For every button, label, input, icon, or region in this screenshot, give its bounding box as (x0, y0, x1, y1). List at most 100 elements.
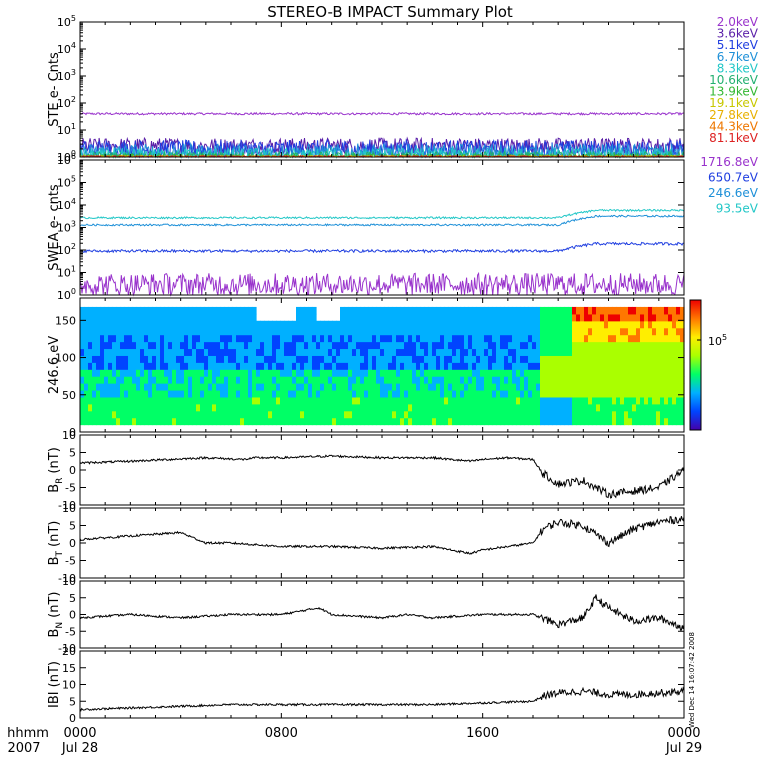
heatmap-cell (124, 306, 129, 315)
heatmap-cell (232, 417, 237, 426)
heatmap-cell (312, 369, 317, 377)
heatmap-cell (628, 334, 633, 343)
heatmap-cell (332, 396, 337, 405)
heatmap-cell (612, 403, 617, 412)
heatmap-cell (452, 403, 457, 412)
heatmap-cell (460, 313, 465, 322)
heatmap-cell (84, 320, 89, 329)
heatmap-cell (120, 320, 125, 329)
heatmap-cell (548, 396, 553, 405)
heatmap-cell (672, 362, 677, 370)
heatmap-cell (368, 362, 373, 370)
heatmap-cell (264, 334, 269, 343)
heatmap-cell (420, 417, 425, 426)
heatmap-cell (628, 313, 633, 322)
heatmap-cell (232, 341, 237, 350)
heatmap-cell (212, 389, 217, 398)
heatmap-cell (268, 383, 273, 391)
heatmap-cell (108, 348, 113, 356)
x-tick-label: 0000 (667, 726, 700, 741)
heatmap-cell (520, 348, 525, 356)
heatmap-cell (396, 320, 401, 329)
heatmap-cell (308, 403, 313, 412)
heatmap-cell (568, 389, 573, 398)
heatmap-cell (188, 313, 193, 322)
heatmap-cell (472, 389, 477, 398)
heatmap-cell (448, 341, 453, 350)
heatmap-cell (664, 369, 669, 377)
heatmap-cell (540, 403, 545, 412)
heatmap-cell (172, 313, 177, 322)
heatmap-cell (248, 362, 253, 370)
heatmap-cell (120, 327, 125, 336)
heatmap-cell (332, 348, 337, 356)
heatmap-cell (296, 313, 301, 322)
heatmap-cell (616, 362, 621, 370)
heatmap-cell (676, 313, 681, 322)
heatmap-cell (252, 334, 257, 343)
heatmap-cell (548, 348, 553, 356)
heatmap-cell (512, 313, 517, 322)
heatmap-cell (108, 369, 113, 377)
heatmap-cell (516, 362, 521, 370)
heatmap-cell (348, 396, 353, 405)
heatmap-cell (476, 403, 481, 412)
heatmap-cell (160, 327, 165, 336)
heatmap-cell (276, 383, 281, 391)
heatmap-cell (324, 389, 329, 398)
heatmap-cell (384, 389, 389, 398)
heatmap-cell (240, 341, 245, 350)
heatmap-cell (352, 396, 357, 405)
heatmap-cell (240, 306, 245, 315)
heatmap-cell (396, 313, 401, 322)
heatmap-cell (636, 320, 641, 329)
heatmap-cell (364, 348, 369, 356)
heatmap-cell (172, 376, 177, 384)
heatmap-cell (520, 403, 525, 412)
heatmap-cell (144, 376, 149, 384)
heatmap-cell (600, 313, 605, 322)
heatmap-cell (408, 417, 413, 426)
heatmap-cell (652, 383, 657, 391)
heatmap-cell (640, 355, 645, 363)
heatmap-cell (308, 306, 313, 315)
heatmap-cell (152, 403, 157, 412)
heatmap-cell (544, 369, 549, 377)
heatmap-cell (328, 410, 333, 419)
heatmap-cell (104, 403, 109, 412)
heatmap-cell (348, 410, 353, 419)
heatmap-cell (192, 341, 197, 350)
heatmap-cell (344, 341, 349, 350)
heatmap-cell (444, 320, 449, 329)
heatmap-cell (88, 362, 93, 370)
heatmap-cell (204, 306, 209, 315)
heatmap-cell (336, 383, 341, 391)
heatmap-cell (248, 389, 253, 398)
heatmap-cell (376, 327, 381, 336)
heatmap-cell (388, 417, 393, 426)
heatmap-cell (112, 306, 117, 315)
heatmap-cell (256, 348, 261, 356)
heatmap-cell (380, 306, 385, 315)
heatmap-cell (512, 306, 517, 315)
heatmap-cell (232, 403, 237, 412)
heatmap-cell (316, 410, 321, 419)
heatmap-cell (508, 320, 513, 329)
heatmap-cell (412, 376, 417, 384)
heatmap-cell (228, 383, 233, 391)
heatmap-cell (216, 362, 221, 370)
heatmap-cell (624, 383, 629, 391)
heatmap-cell (120, 383, 125, 391)
heatmap-cell (500, 389, 505, 398)
y-tick-label: 5 (69, 520, 76, 533)
heatmap-cell (272, 327, 277, 336)
heatmap-cell (284, 362, 289, 370)
panel-5-frame (79, 580, 685, 649)
heatmap-cell (148, 341, 153, 350)
heatmap-cell (460, 341, 465, 350)
heatmap-cell (660, 417, 665, 426)
heatmap-cell (656, 389, 661, 398)
heatmap-cell (556, 306, 561, 315)
heatmap-cell (556, 410, 561, 419)
heatmap-cell (660, 376, 665, 384)
